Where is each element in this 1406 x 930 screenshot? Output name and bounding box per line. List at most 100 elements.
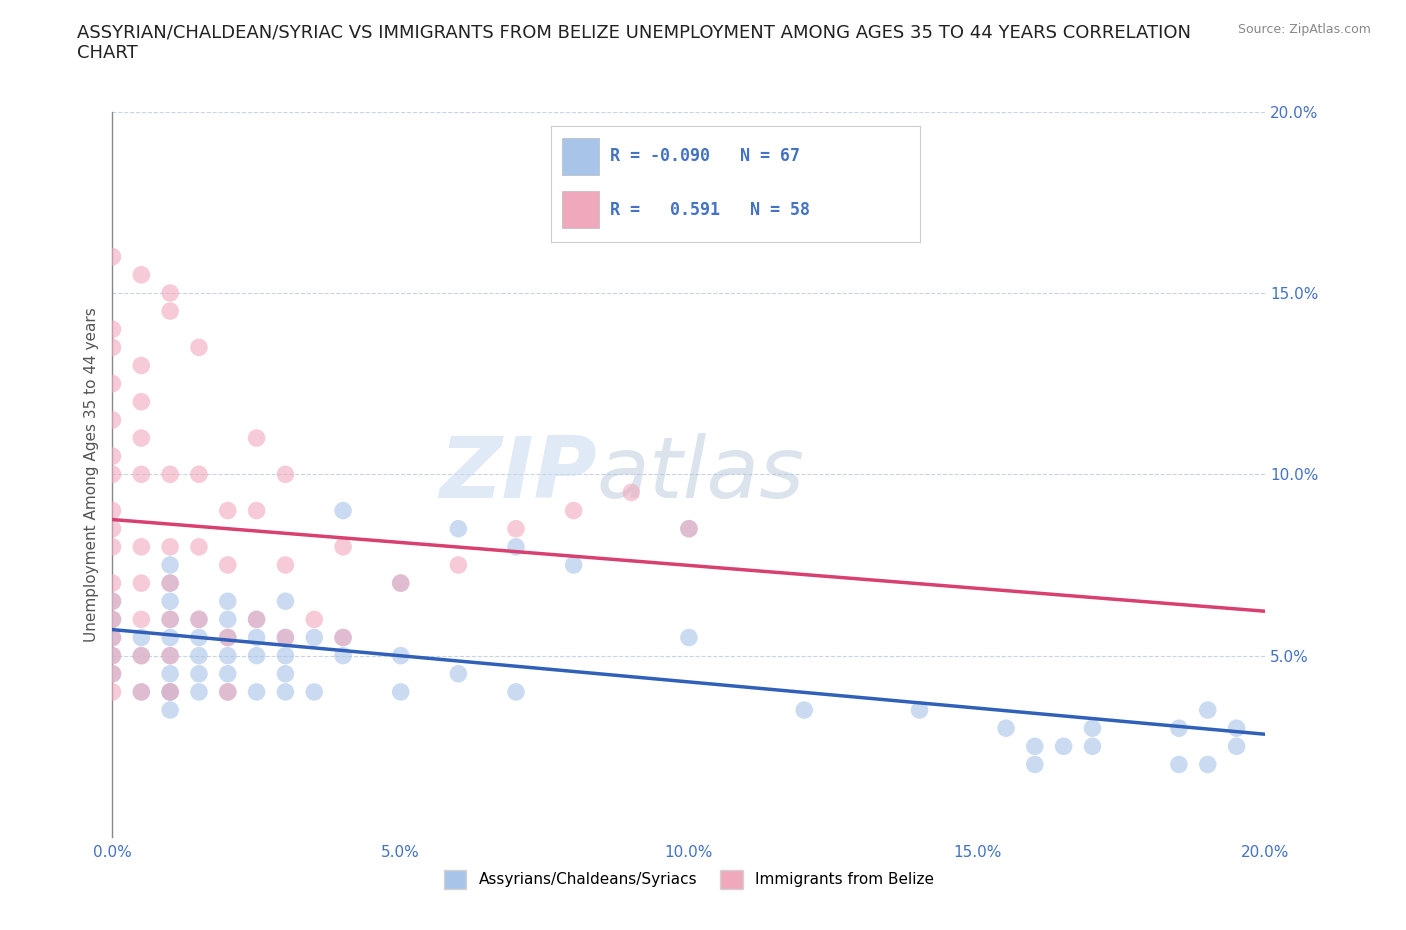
Point — [562, 503, 585, 518]
Point — [274, 631, 297, 645]
Point — [101, 648, 124, 663]
Text: atlas: atlas — [596, 432, 804, 516]
Point — [332, 631, 354, 645]
Point — [101, 322, 124, 337]
Point — [246, 612, 269, 627]
Point — [1081, 721, 1104, 736]
Point — [246, 612, 269, 627]
Point — [101, 631, 124, 645]
Point — [129, 684, 153, 699]
Point — [101, 667, 124, 682]
Point — [159, 539, 181, 554]
Point — [188, 467, 211, 482]
Point — [159, 684, 181, 699]
Point — [274, 684, 297, 699]
Point — [159, 667, 181, 682]
Point — [101, 340, 124, 355]
Point — [246, 631, 269, 645]
Point — [246, 503, 269, 518]
Point — [101, 503, 124, 518]
Point — [1053, 738, 1076, 753]
Point — [101, 648, 124, 663]
Point — [217, 612, 239, 627]
Point — [217, 684, 239, 699]
Point — [101, 576, 124, 591]
Point — [1167, 721, 1189, 736]
Point — [217, 648, 239, 663]
Text: ZIP: ZIP — [439, 432, 596, 516]
Point — [101, 594, 124, 609]
Point — [101, 684, 124, 699]
Point — [1226, 738, 1249, 753]
Point — [217, 684, 239, 699]
Point — [101, 449, 124, 464]
Point — [129, 648, 153, 663]
Point — [129, 648, 153, 663]
Point — [389, 576, 412, 591]
Point — [505, 684, 527, 699]
Point — [995, 721, 1018, 736]
Point — [159, 648, 181, 663]
Point — [447, 521, 470, 536]
Point — [505, 539, 527, 554]
Point — [159, 703, 181, 718]
Point — [129, 431, 153, 445]
Point — [332, 539, 354, 554]
Point — [101, 612, 124, 627]
Text: ASSYRIAN/CHALDEAN/SYRIAC VS IMMIGRANTS FROM BELIZE UNEMPLOYMENT AMONG AGES 35 TO: ASSYRIAN/CHALDEAN/SYRIAC VS IMMIGRANTS F… — [77, 23, 1191, 62]
Point — [101, 631, 124, 645]
Point — [159, 303, 181, 318]
Point — [188, 667, 211, 682]
Point — [389, 684, 412, 699]
Point — [129, 684, 153, 699]
Point — [246, 684, 269, 699]
Point — [1167, 757, 1189, 772]
Point — [159, 684, 181, 699]
Point — [101, 467, 124, 482]
Point — [389, 576, 412, 591]
Point — [1197, 757, 1219, 772]
Point — [274, 558, 297, 573]
Point — [1226, 721, 1249, 736]
Point — [304, 684, 326, 699]
Point — [678, 631, 700, 645]
Point — [332, 631, 354, 645]
Point — [129, 394, 153, 409]
Point — [188, 684, 211, 699]
Point — [1024, 757, 1046, 772]
Point — [188, 631, 211, 645]
Point — [129, 268, 153, 283]
Point — [159, 648, 181, 663]
Point — [793, 703, 815, 718]
Point — [129, 576, 153, 591]
Point — [274, 631, 297, 645]
Point — [304, 612, 326, 627]
Point — [129, 358, 153, 373]
Point — [101, 594, 124, 609]
Point — [159, 612, 181, 627]
Point — [101, 667, 124, 682]
Point — [389, 648, 412, 663]
Point — [101, 521, 124, 536]
Point — [217, 503, 239, 518]
Point — [274, 594, 297, 609]
Point — [908, 703, 931, 718]
Point — [159, 594, 181, 609]
Point — [217, 667, 239, 682]
Point — [620, 485, 643, 500]
Point — [101, 413, 124, 428]
Point — [188, 612, 211, 627]
Point — [217, 558, 239, 573]
Point — [562, 558, 585, 573]
Point — [217, 631, 239, 645]
Point — [678, 521, 700, 536]
Point — [217, 594, 239, 609]
Point — [159, 467, 181, 482]
Point — [1081, 738, 1104, 753]
Point — [101, 377, 124, 392]
Point — [246, 431, 269, 445]
Legend: Assyrians/Chaldeans/Syriacs, Immigrants from Belize: Assyrians/Chaldeans/Syriacs, Immigrants … — [437, 864, 941, 895]
Point — [159, 558, 181, 573]
Point — [101, 612, 124, 627]
Point — [246, 648, 269, 663]
